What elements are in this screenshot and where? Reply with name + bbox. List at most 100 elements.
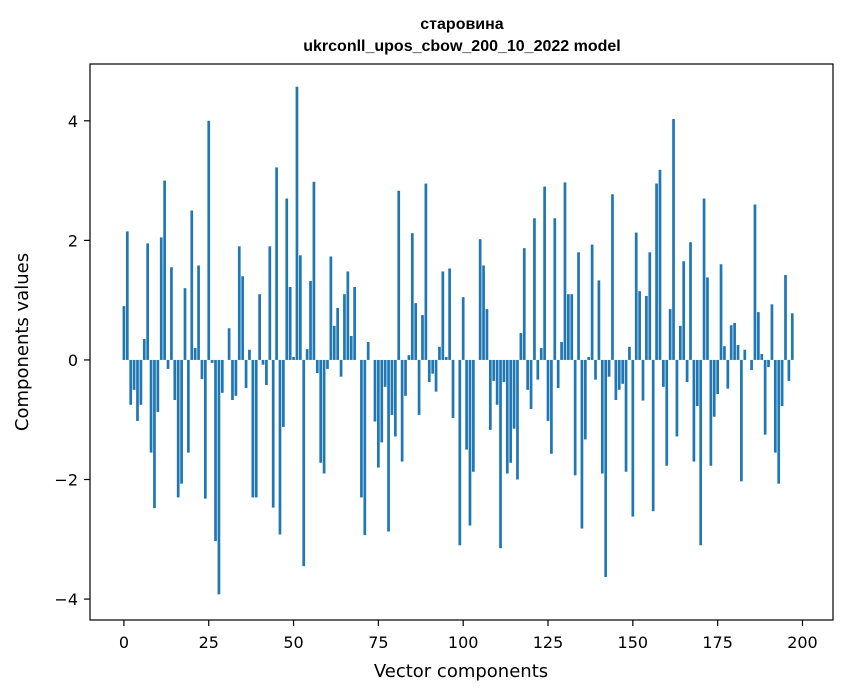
bar <box>651 359 655 512</box>
bar <box>438 346 441 360</box>
bar <box>288 287 292 360</box>
bar <box>628 346 631 360</box>
bar <box>726 359 730 389</box>
bar <box>363 359 367 536</box>
bar <box>556 359 560 389</box>
bar <box>488 359 492 430</box>
bar <box>607 359 611 377</box>
bar <box>292 356 295 360</box>
bar <box>295 86 299 360</box>
bar <box>417 359 421 415</box>
bar <box>122 306 126 360</box>
bar <box>390 359 394 415</box>
bar <box>427 359 431 383</box>
y-tick-label: 4 <box>68 112 78 131</box>
x-tick-label: 50 <box>283 633 303 652</box>
bar <box>451 359 455 418</box>
bar <box>166 359 170 369</box>
bar <box>492 359 496 381</box>
plot-frame <box>89 63 834 621</box>
bar <box>729 325 733 360</box>
bar <box>149 359 153 453</box>
bar <box>220 359 224 393</box>
bar <box>590 244 594 360</box>
bar <box>502 359 506 383</box>
bar <box>583 359 587 440</box>
bar <box>336 307 340 360</box>
bar <box>200 359 204 380</box>
x-tick-label: 125 <box>533 633 564 652</box>
bar <box>522 248 526 360</box>
bar <box>309 281 312 360</box>
bar <box>312 181 316 360</box>
bar <box>787 359 791 381</box>
bar <box>343 294 346 360</box>
bar <box>448 268 451 360</box>
bar <box>159 237 163 360</box>
bar <box>265 359 268 386</box>
bar <box>621 359 625 384</box>
bar <box>648 252 652 360</box>
bar <box>662 359 665 387</box>
bar <box>495 359 499 405</box>
bar <box>668 309 672 360</box>
bar <box>282 359 285 427</box>
bar <box>275 167 278 360</box>
bar <box>536 359 540 380</box>
bar <box>780 359 784 406</box>
x-tick-label: 0 <box>119 633 129 652</box>
bar <box>753 204 757 360</box>
bar <box>723 346 726 360</box>
chart-subtitle: ukrconll_upos_cbow_200_10_2022 model <box>303 38 620 55</box>
bar <box>482 265 485 360</box>
bar <box>393 359 397 437</box>
bar <box>315 359 319 374</box>
chart-title: старовина <box>420 16 504 33</box>
bar <box>156 359 160 412</box>
bar <box>203 359 207 499</box>
bar <box>638 291 641 360</box>
bar <box>353 287 356 360</box>
x-tick-label: 150 <box>618 633 649 652</box>
bar <box>600 359 604 474</box>
bar <box>190 210 194 360</box>
bar <box>634 232 638 360</box>
bar <box>641 359 645 401</box>
bar <box>689 242 692 360</box>
bar <box>407 355 411 360</box>
bar <box>305 349 309 360</box>
x-tick-label: 200 <box>787 633 818 652</box>
bar <box>645 295 648 360</box>
bar <box>750 359 753 371</box>
x-tick-label: 175 <box>702 633 733 652</box>
bar <box>227 328 231 360</box>
bar <box>414 303 418 360</box>
bar <box>241 276 245 360</box>
bar <box>472 359 475 472</box>
bar <box>573 359 577 476</box>
bar <box>298 255 302 360</box>
bar <box>611 194 614 360</box>
bar <box>665 359 669 466</box>
y-tick-label: −2 <box>54 471 78 490</box>
bar <box>387 359 390 532</box>
bar <box>505 359 509 474</box>
bar <box>570 294 574 360</box>
bar <box>346 271 350 360</box>
bar <box>675 359 679 437</box>
bar <box>672 119 675 360</box>
bar <box>567 294 570 360</box>
bar <box>773 359 777 453</box>
x-axis: 0 25 50 75 100 125 150 175 200 <box>119 620 818 652</box>
bar <box>790 313 794 360</box>
bar <box>319 359 323 463</box>
bar <box>736 344 740 360</box>
bar <box>461 297 465 360</box>
bar <box>366 342 370 360</box>
y-axis-label: Components values <box>12 253 33 431</box>
bar <box>302 359 306 567</box>
bar <box>210 359 214 363</box>
bar <box>757 312 760 360</box>
bar <box>692 359 696 462</box>
